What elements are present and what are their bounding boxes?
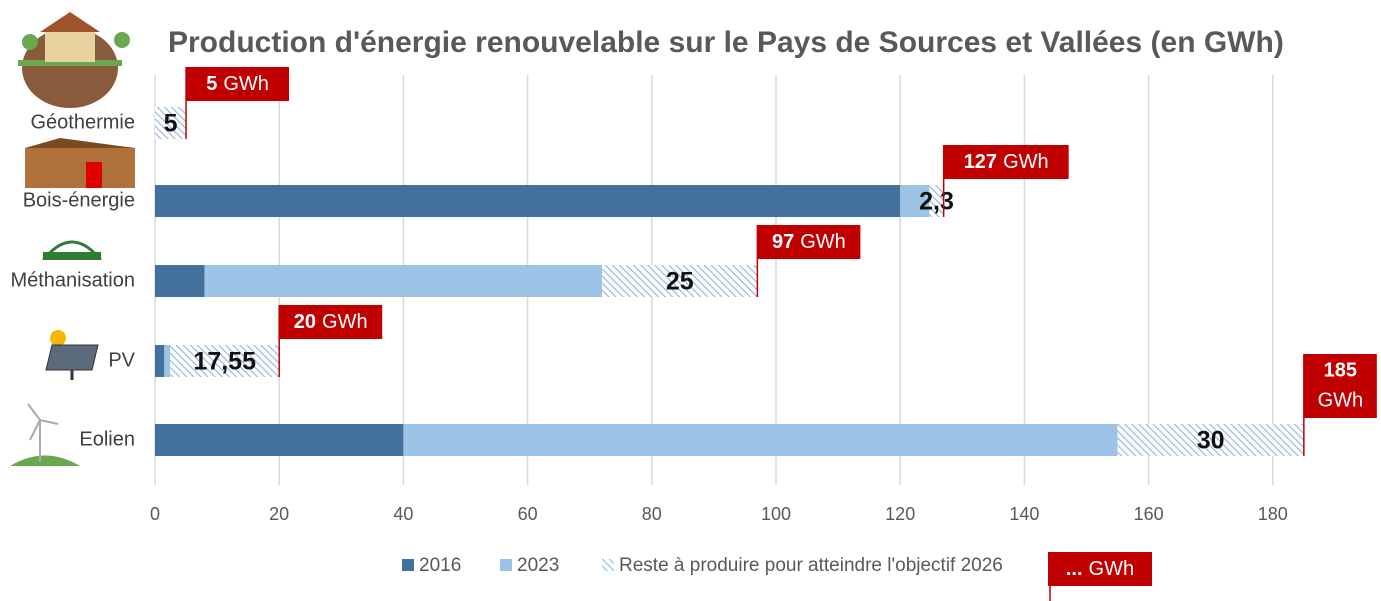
- x-tick-label: 60: [518, 504, 538, 524]
- target-value: 185: [1324, 359, 1357, 381]
- legend-note-unit: GWh: [1089, 558, 1135, 580]
- icon-bois: [25, 138, 135, 188]
- legend-swatch: [402, 559, 414, 571]
- category-label: Eolien: [79, 428, 135, 450]
- target-label: 97 GWh: [772, 231, 846, 253]
- category-label: Bois-énergie: [23, 189, 135, 211]
- target-value: 20: [294, 311, 316, 333]
- bar-segment: [155, 424, 404, 456]
- icon-geothermie: [18, 12, 130, 108]
- legend-note-value: ...: [1066, 558, 1083, 580]
- target-label: 5 GWh: [206, 73, 269, 95]
- legend-label: 2016: [419, 555, 461, 576]
- target-box: [1303, 354, 1377, 418]
- target-value: 5: [206, 73, 217, 95]
- target-unit: GWh: [223, 73, 269, 95]
- icon-pv: [45, 330, 99, 380]
- target-value: 97: [772, 231, 794, 253]
- target-unit: GWh: [800, 231, 846, 253]
- target-value: 127: [964, 151, 997, 173]
- bar-segment: [164, 345, 171, 377]
- x-tick-label: 40: [393, 504, 413, 524]
- bar-segment: [900, 185, 930, 217]
- legend-label: 2023: [517, 555, 559, 576]
- bar-segment: [155, 265, 205, 297]
- data-label: 25: [666, 268, 694, 296]
- x-tick-label: 80: [642, 504, 662, 524]
- category-label: Géothermie: [31, 111, 136, 133]
- icon-eolien: [10, 403, 80, 466]
- data-label: 30: [1197, 427, 1225, 455]
- bar-segment: [929, 185, 944, 217]
- x-tick-label: 160: [1134, 504, 1164, 524]
- bar-segment: [1117, 424, 1304, 456]
- bar-segment: [403, 424, 1118, 456]
- data-label: 2,3: [919, 188, 954, 216]
- target-unit: GWh: [322, 311, 368, 333]
- target-box: [757, 225, 861, 259]
- target-box: [279, 305, 383, 339]
- x-tick-label: 20: [269, 504, 289, 524]
- x-tick-label: 140: [1009, 504, 1039, 524]
- legend-swatch: [602, 559, 614, 571]
- legend-note: ... GWh: [1066, 558, 1134, 580]
- target-box: [943, 145, 1069, 179]
- category-label: Méthanisation: [10, 269, 135, 291]
- bar-segment: [155, 185, 901, 217]
- category-label: PV: [108, 349, 135, 371]
- target-label: 20 GWh: [294, 311, 368, 333]
- legend-note-box: [1048, 552, 1152, 586]
- target-box: [186, 67, 290, 101]
- legend-label: Reste à produire pour atteindre l'object…: [619, 555, 1003, 576]
- bar-segment: [155, 345, 165, 377]
- target-unit: GWh: [1318, 389, 1364, 411]
- data-label: 17,55: [193, 348, 256, 376]
- bar-segment: [602, 265, 758, 297]
- x-tick-label: 100: [761, 504, 791, 524]
- target-label: 127 GWh: [964, 151, 1049, 173]
- chart-title: Production d'énergie renouvelable sur le…: [168, 26, 1284, 59]
- x-tick-label: 120: [885, 504, 915, 524]
- x-tick-label: 0: [150, 504, 160, 524]
- data-label: 5: [164, 110, 178, 138]
- bar-segment: [204, 265, 603, 297]
- bar-segment: [170, 345, 280, 377]
- target-unit: GWh: [1003, 151, 1049, 173]
- legend-swatch: [500, 559, 512, 571]
- bar-segment: [155, 107, 187, 139]
- x-tick-label: 180: [1258, 504, 1288, 524]
- icon-methanisation: [41, 240, 103, 260]
